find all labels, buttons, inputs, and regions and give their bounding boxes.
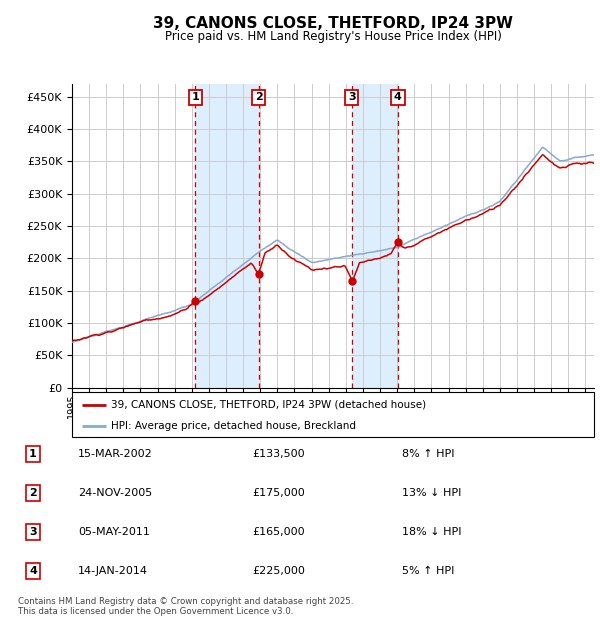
Text: Price paid vs. HM Land Registry's House Price Index (HPI): Price paid vs. HM Land Registry's House … <box>164 30 502 43</box>
Text: HPI: Average price, detached house, Breckland: HPI: Average price, detached house, Brec… <box>111 421 356 431</box>
Text: 14-JAN-2014: 14-JAN-2014 <box>78 566 148 576</box>
Text: £133,500: £133,500 <box>252 449 305 459</box>
Text: 1: 1 <box>29 449 37 459</box>
Text: 05-MAY-2011: 05-MAY-2011 <box>78 527 150 537</box>
Text: 15-MAR-2002: 15-MAR-2002 <box>78 449 153 459</box>
Bar <box>352 84 398 388</box>
Text: Contains HM Land Registry data © Crown copyright and database right 2025.
This d: Contains HM Land Registry data © Crown c… <box>18 597 353 616</box>
Text: 13% ↓ HPI: 13% ↓ HPI <box>402 488 461 498</box>
Text: 3: 3 <box>29 527 37 537</box>
Text: 2: 2 <box>254 92 262 102</box>
Text: 1: 1 <box>191 92 199 102</box>
Text: 18% ↓ HPI: 18% ↓ HPI <box>402 527 461 537</box>
Text: 4: 4 <box>29 566 37 576</box>
Text: 39, CANONS CLOSE, THETFORD, IP24 3PW: 39, CANONS CLOSE, THETFORD, IP24 3PW <box>153 16 513 31</box>
Text: 2: 2 <box>29 488 37 498</box>
Bar <box>196 84 259 388</box>
Text: 3: 3 <box>348 92 355 102</box>
Text: 4: 4 <box>394 92 402 102</box>
Text: 8% ↑ HPI: 8% ↑ HPI <box>402 449 455 459</box>
Text: 39, CANONS CLOSE, THETFORD, IP24 3PW (detached house): 39, CANONS CLOSE, THETFORD, IP24 3PW (de… <box>111 400 426 410</box>
Text: £165,000: £165,000 <box>252 527 305 537</box>
Text: 5% ↑ HPI: 5% ↑ HPI <box>402 566 454 576</box>
Text: £175,000: £175,000 <box>252 488 305 498</box>
Text: 24-NOV-2005: 24-NOV-2005 <box>78 488 152 498</box>
Text: £225,000: £225,000 <box>252 566 305 576</box>
